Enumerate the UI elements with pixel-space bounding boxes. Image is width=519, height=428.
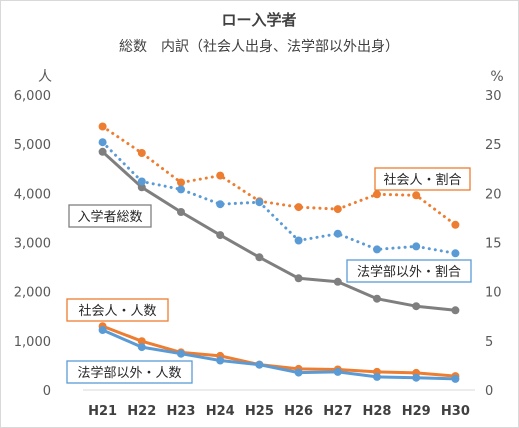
data-point: [177, 185, 185, 194]
data-point: [98, 147, 107, 156]
series-label-text: 入学者総数: [77, 209, 142, 225]
data-point: [373, 245, 381, 254]
series-line: [101, 328, 457, 381]
series-label-box: [68, 204, 152, 228]
right-y-tick-label: 5: [485, 335, 493, 350]
data-point: [216, 356, 225, 365]
data-point: [451, 306, 460, 315]
data-point: [98, 138, 107, 147]
series-label-box: [346, 259, 472, 283]
x-tick-label: H26: [284, 404, 313, 419]
series-label-text: 社会人・割合: [383, 172, 461, 188]
x-tick-label: H25: [245, 404, 274, 419]
data-point: [451, 220, 460, 229]
data-point: [98, 326, 107, 334]
data-point: [177, 178, 185, 187]
series-layer: [98, 122, 460, 383]
data-point: [255, 198, 264, 207]
series-line: [101, 140, 457, 255]
series-label-box: [374, 167, 471, 191]
left-y-tick-label: 4,000: [14, 187, 51, 202]
chart-subtitle: 総数 内訳（社会人出身、法学部以外出身）: [119, 39, 399, 55]
data-point: [137, 149, 146, 157]
axes-layer: 0 1,000 2,000 3,000 4,000 5,000 6,000 0 5 10 15 20 2…: [14, 89, 502, 419]
data-point: [137, 337, 146, 346]
data-point: [451, 374, 460, 383]
data-point: [255, 360, 264, 369]
right-y-tick-label: 15: [485, 237, 502, 252]
data-point: [373, 294, 381, 303]
data-point: [216, 231, 225, 240]
x-tick-label: H22: [127, 404, 156, 419]
left-y-tick-label: 3,000: [14, 237, 51, 252]
data-point: [451, 249, 460, 258]
series-label-box: [66, 360, 193, 384]
data-point: [373, 190, 381, 199]
data-point: [137, 343, 146, 352]
left-y-tick-label: 0: [43, 384, 51, 399]
left-y-tick-label: 5,000: [14, 138, 51, 153]
x-tick-label: H30: [441, 404, 470, 419]
data-point: [333, 205, 342, 214]
data-point: [333, 229, 342, 238]
series-label: 入学者総数: [68, 204, 152, 228]
series-label-text: 社会人・人数: [78, 303, 156, 319]
left-y-tick-label: 2,000: [14, 286, 51, 301]
series-label-box: [66, 298, 169, 322]
x-tick-label: H28: [363, 404, 392, 419]
left-y-tick-label: 1,000: [14, 335, 51, 350]
series-label: 法学部以外・割合: [346, 259, 472, 283]
data-point: [333, 367, 342, 376]
right-y-tick-label: 25: [485, 138, 502, 153]
x-tick-label: H23: [167, 404, 196, 419]
data-point: [137, 177, 146, 186]
left-axis-unit: 人: [38, 69, 52, 85]
data-point: [412, 191, 421, 200]
data-point: [177, 349, 185, 358]
chart-title: ロー入学者: [221, 11, 296, 29]
series-label-text: 法学部以外・割合: [357, 264, 461, 280]
x-tick-label: H24: [206, 404, 235, 419]
right-y-tick-label: 10: [485, 286, 502, 301]
data-point: [294, 203, 303, 212]
data-point: [98, 122, 107, 131]
x-tick-label: H29: [402, 404, 431, 419]
data-point: [412, 242, 421, 251]
series-line: [101, 324, 457, 378]
data-point: [333, 277, 342, 286]
series-line: [101, 125, 457, 227]
series-label-text: 法学部以外・人数: [77, 365, 181, 381]
series-label: 社会人・割合: [374, 167, 471, 191]
data-point: [216, 200, 225, 209]
x-tick-label: H27: [323, 404, 352, 419]
data-point: [177, 208, 185, 216]
data-point: [294, 274, 303, 283]
data-point: [294, 368, 303, 377]
data-point: [216, 171, 225, 180]
data-point: [255, 253, 264, 262]
right-y-tick-label: 0: [485, 384, 493, 399]
series-label: 社会人・人数: [66, 298, 169, 322]
data-point: [294, 236, 303, 245]
data-point: [412, 373, 421, 382]
left-y-tick-label: 6,000: [14, 89, 51, 104]
right-y-tick-label: 20: [485, 187, 502, 202]
data-point: [137, 183, 146, 192]
data-point: [373, 372, 381, 381]
right-y-tick-label: 30: [485, 89, 502, 104]
right-axis-unit: %: [490, 69, 503, 85]
series-line: [101, 150, 457, 312]
data-point: [412, 302, 421, 311]
series-label: 法学部以外・人数: [66, 360, 193, 384]
x-tick-label: H21: [88, 404, 117, 419]
